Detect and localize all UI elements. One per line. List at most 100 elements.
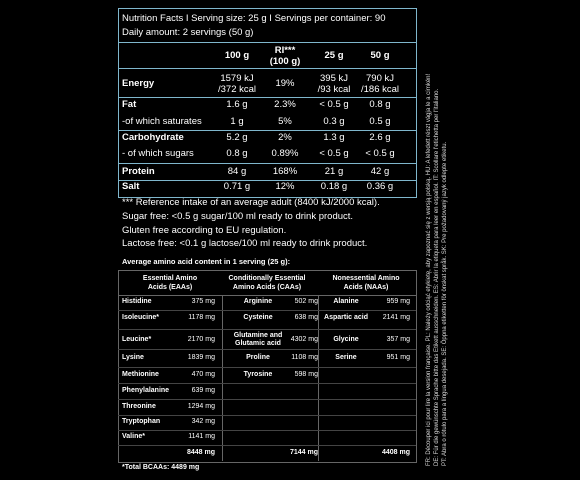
row-label: -of which saturates [122, 115, 202, 127]
amino-amount: 357 mg [386, 336, 410, 344]
row-value: 395 kJ [320, 72, 348, 84]
row-value: 21 g [324, 165, 344, 177]
column-header: 100 g [224, 49, 250, 61]
amino-amount: 951 mg [386, 354, 410, 362]
amino-name: Tyrosine [243, 371, 273, 379]
footnote: *** Reference intake of an average adult… [122, 196, 380, 208]
row-value: 0.89% [271, 147, 299, 159]
footnote: Gluten free according to EU regulation. [122, 224, 287, 236]
header-line: Daily amount: 2 servings (50 g) [122, 26, 254, 38]
amino-column-header: Acids (EAAs) [147, 283, 193, 291]
frame [118, 8, 417, 198]
amino-column-header: Acids (NAAs) [343, 283, 389, 291]
rule [118, 130, 416, 131]
amino-name: Lysine [122, 354, 144, 362]
rule [118, 97, 416, 98]
amino-name: Aspartic acid [324, 314, 368, 322]
rule [222, 295, 223, 461]
row-value: 1.6 g [226, 98, 248, 110]
row-value: 12% [275, 180, 295, 192]
row-label: Protein [122, 165, 155, 177]
rule [118, 445, 416, 446]
row-label: Carbohydrate [122, 131, 184, 143]
amino-total: 4408 mg [381, 449, 410, 457]
row-value: 5.2 g [226, 131, 248, 143]
amino-amount: 1108 mg [291, 354, 318, 362]
rule [118, 383, 416, 384]
footnote: Sugar free: <0.5 g sugar/100 ml ready to… [122, 210, 354, 222]
row-value: /186 kcal [360, 83, 400, 95]
row-value: 84 g [227, 165, 247, 177]
rule [118, 180, 416, 181]
amino-name: Tryptophan [122, 418, 161, 426]
amino-amount: 639 mg [191, 387, 215, 395]
amino-amount: 959 mg [386, 298, 410, 306]
side-text: DE: Für die gewünschte Sprache bitte das… [434, 88, 440, 466]
amino-amount: 375 mg [191, 298, 215, 306]
row-value: 1579 kJ [220, 72, 254, 84]
row-value: 0.18 g [320, 180, 348, 192]
amino-amount: 1178 mg [188, 314, 215, 322]
row-value: < 0.5 g [365, 147, 395, 159]
amino-column-header: Conditionally Essential [228, 274, 306, 282]
amino-amount: 1141 mg [188, 433, 215, 441]
amino-name: Phenylalanine [122, 387, 170, 395]
row-value: 2.6 g [369, 131, 391, 143]
rule [118, 163, 416, 164]
column-header: (100 g) [269, 55, 301, 67]
amino-name: Proline [246, 354, 270, 362]
row-value: 2% [278, 131, 292, 143]
row-value: 790 kJ [366, 72, 394, 84]
amino-amount: 638 mg [294, 314, 318, 322]
amino-amount: 342 mg [191, 418, 215, 426]
row-value: 0.8 g [369, 98, 391, 110]
row-value: /93 kcal [317, 83, 351, 95]
rule [118, 414, 416, 416]
rule [118, 310, 416, 311]
rule [118, 349, 416, 350]
amino-amount: 2170 mg [187, 336, 215, 344]
amino-name: Isoleucine* [122, 314, 159, 322]
row-label: Energy [122, 77, 155, 89]
rule [118, 399, 416, 400]
rule [118, 68, 416, 69]
amino-name: Glycine [333, 336, 359, 344]
amino-name: Cysteine [243, 314, 273, 322]
amino-name: Arginine [243, 298, 273, 306]
row-label: - of which sugars [122, 147, 194, 159]
row-value: /372 kcal [217, 83, 257, 95]
amino-amount: 2141 mg [382, 314, 410, 322]
row-value: < 0.5 g [319, 98, 349, 110]
amino-amount: 502 mg [294, 298, 318, 306]
bcaa-total: *Total BCAAs: 4489 mg [122, 464, 200, 472]
side-text: FR: Découper ici pour lire la version fr… [426, 73, 432, 466]
row-value: 0.71 g [223, 180, 251, 192]
amino-column-header: Amino Acids (CAAs) [232, 283, 302, 291]
amino-name: Leucine* [122, 336, 152, 344]
rule [318, 295, 319, 461]
amino-column-header: Essential Amino [142, 274, 198, 282]
amino-amount: 1839 mg [187, 354, 215, 362]
amino-title: Average amino acid content in 1 serving … [122, 256, 291, 266]
row-value: < 0.5 g [319, 147, 349, 159]
amino-name: Glutamic acid [235, 340, 281, 348]
row-value: 5% [278, 115, 292, 127]
amino-total: 8448 mg [186, 449, 215, 457]
row-value: 1 g [230, 115, 244, 127]
amino-name: Threonine [122, 403, 156, 411]
amino-name: Histidine [122, 298, 152, 306]
rule [118, 366, 416, 368]
footnote: Lactose free: <0.1 g lactose/100 ml read… [122, 238, 368, 250]
amino-column-header: Nonessential Amino [332, 274, 400, 282]
side-text: PT: Abra o rótulo para a língua desejada… [442, 141, 448, 466]
amino-amount: 4302 mg [290, 336, 318, 344]
row-label: Salt [122, 180, 140, 192]
row-value: 0.5 g [369, 115, 391, 127]
row-value: 2.3% [274, 98, 296, 110]
column-header: 25 g [324, 49, 344, 61]
row-value: 1.3 g [323, 131, 345, 143]
header-line: Nutrition Facts I Serving size: 25 g I S… [122, 12, 386, 24]
amino-amount: 598 mg [294, 371, 318, 379]
rule [118, 329, 416, 330]
